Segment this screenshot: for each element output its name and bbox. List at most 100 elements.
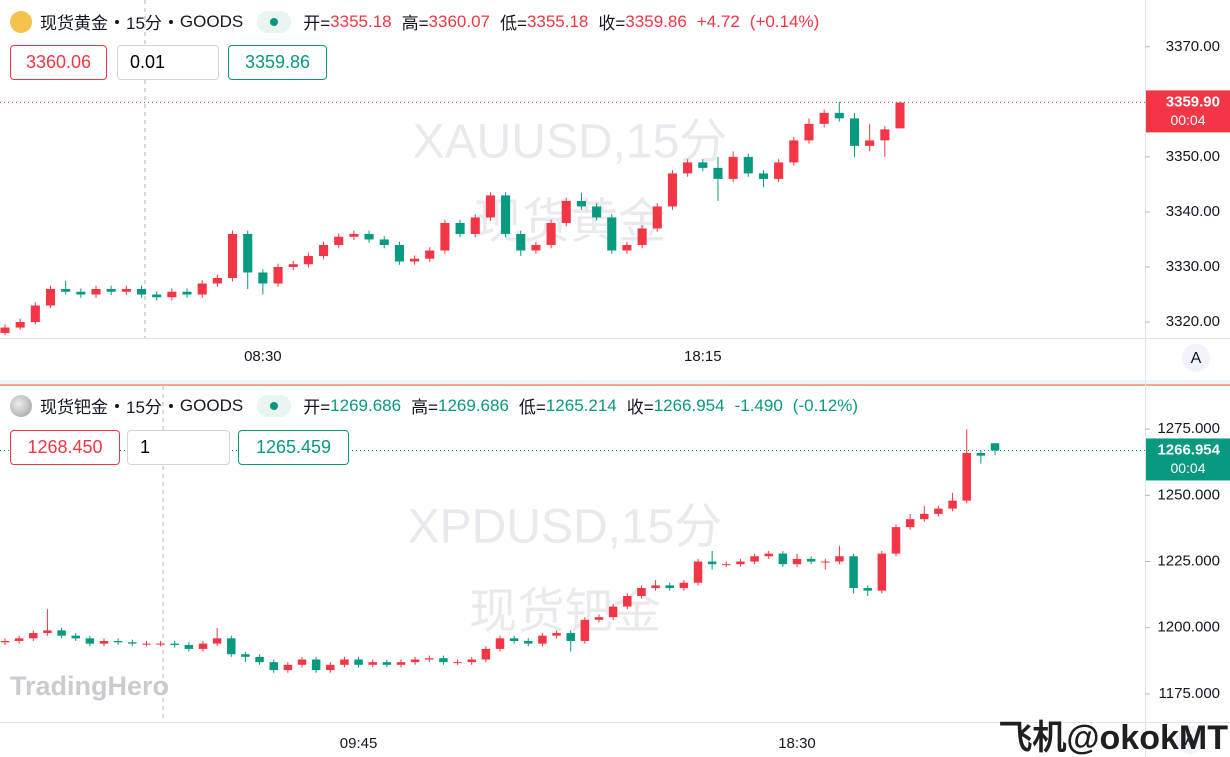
candle-body bbox=[905, 519, 915, 528]
candle-body bbox=[665, 585, 674, 589]
candle-body bbox=[895, 102, 905, 129]
candle-body bbox=[243, 233, 253, 273]
auto-scale-label: A bbox=[1191, 350, 1202, 367]
ohlc-value: 3355.18 bbox=[330, 11, 392, 31]
candle-body bbox=[880, 129, 890, 141]
candle-body bbox=[470, 217, 480, 234]
candle-body bbox=[212, 638, 222, 644]
candle-body bbox=[269, 662, 278, 671]
candle-body bbox=[396, 662, 406, 665]
candle-body bbox=[0, 327, 10, 334]
candle-body bbox=[637, 228, 647, 245]
symbol-name: 现货钯金 bbox=[40, 398, 108, 417]
candle-body bbox=[319, 244, 329, 256]
watermark-text: 飞机@okokMT bbox=[998, 719, 1228, 757]
candle-body bbox=[152, 294, 162, 298]
candle-body bbox=[57, 630, 66, 636]
candle-body bbox=[516, 233, 526, 251]
symbol-icon bbox=[10, 394, 32, 417]
countdown: 00:04 bbox=[1170, 112, 1205, 128]
candle-body bbox=[592, 206, 602, 218]
candle-body bbox=[561, 200, 571, 223]
candle-body bbox=[258, 272, 268, 284]
candle-body bbox=[607, 217, 617, 251]
auto-scale-button[interactable] bbox=[1182, 344, 1210, 372]
candle-body bbox=[283, 664, 293, 671]
market-status[interactable] bbox=[257, 10, 292, 33]
candle-body bbox=[15, 322, 25, 328]
candle-body bbox=[349, 233, 359, 237]
candle-body bbox=[652, 206, 662, 229]
candle-body bbox=[728, 156, 738, 179]
y-tick-label: 3340.00 bbox=[1166, 203, 1220, 220]
price-tag bbox=[1146, 438, 1230, 481]
candle-body bbox=[962, 452, 971, 501]
ohlc-label: 开= bbox=[303, 14, 331, 33]
candle-body bbox=[722, 564, 731, 566]
candle-body bbox=[455, 222, 465, 234]
candle-body bbox=[821, 561, 830, 563]
candle-body bbox=[594, 617, 604, 620]
candle-body bbox=[326, 664, 335, 671]
candle-body bbox=[425, 250, 435, 259]
ohlc-label: 低= bbox=[500, 14, 527, 33]
candle-body bbox=[835, 556, 844, 562]
ohlc-label: 开= bbox=[303, 398, 331, 417]
buy-button[interactable]: 3359.86 bbox=[228, 45, 327, 80]
candle-body bbox=[552, 633, 561, 636]
quantity-input[interactable]: 1 bbox=[127, 430, 230, 465]
y-tick-label: 3330.00 bbox=[1166, 258, 1220, 275]
sell-button[interactable]: 1268.450 bbox=[10, 430, 120, 465]
candle-body bbox=[182, 291, 192, 295]
candle-body bbox=[683, 162, 693, 174]
candle-body bbox=[425, 658, 434, 660]
market-status[interactable] bbox=[257, 394, 292, 417]
y-tick-label: 1225.000 bbox=[1157, 553, 1220, 570]
candle-body bbox=[99, 640, 109, 644]
candle-body bbox=[485, 195, 495, 218]
price-tag-label: 1266.954 bbox=[1157, 441, 1220, 458]
candle-body bbox=[891, 527, 901, 554]
candle-body bbox=[566, 633, 575, 641]
candle-body bbox=[184, 644, 194, 649]
ohlc-label: 收= bbox=[598, 14, 626, 33]
candle-body bbox=[61, 289, 71, 292]
y-tick-label: 1175.000 bbox=[1159, 685, 1220, 702]
candle-body bbox=[212, 277, 222, 284]
x-tick-label: 09:45 bbox=[340, 735, 378, 752]
buy-button[interactable]: 1265.459 bbox=[238, 430, 349, 465]
price-tag bbox=[1146, 90, 1230, 133]
candle-body bbox=[364, 233, 374, 240]
candle-body bbox=[495, 638, 505, 649]
ohlc-value: 1269.686 bbox=[330, 395, 402, 415]
candle-body bbox=[804, 123, 814, 141]
candle-body bbox=[297, 659, 307, 665]
candle-body bbox=[792, 558, 802, 565]
candle-body bbox=[608, 606, 618, 618]
candle-body bbox=[198, 643, 208, 649]
change: +4.72 bbox=[696, 11, 740, 31]
x-tick-label: 18:15 bbox=[684, 348, 722, 365]
candle-body bbox=[524, 640, 533, 644]
candle-body bbox=[106, 289, 116, 292]
candle-body bbox=[693, 561, 703, 583]
auto-scale-button[interactable] bbox=[1176, 726, 1204, 754]
symbol-icon bbox=[10, 10, 32, 33]
ohlc-value: 1266.954 bbox=[653, 395, 725, 415]
candle-body bbox=[113, 640, 123, 643]
quantity-input[interactable]: 0.01 bbox=[117, 45, 219, 80]
candle-body bbox=[806, 558, 816, 562]
candle-body bbox=[531, 244, 541, 251]
candle-body bbox=[849, 556, 858, 589]
candle-body bbox=[679, 582, 689, 589]
sell-button[interactable]: 3360.06 bbox=[10, 45, 107, 80]
candle-body bbox=[0, 640, 10, 643]
candle-body bbox=[227, 638, 236, 655]
candle-body bbox=[580, 619, 590, 641]
candle-body bbox=[667, 173, 678, 207]
candle-body bbox=[623, 595, 632, 607]
candle-body bbox=[743, 156, 753, 174]
candle-body bbox=[303, 255, 313, 265]
candle-body bbox=[255, 656, 264, 663]
